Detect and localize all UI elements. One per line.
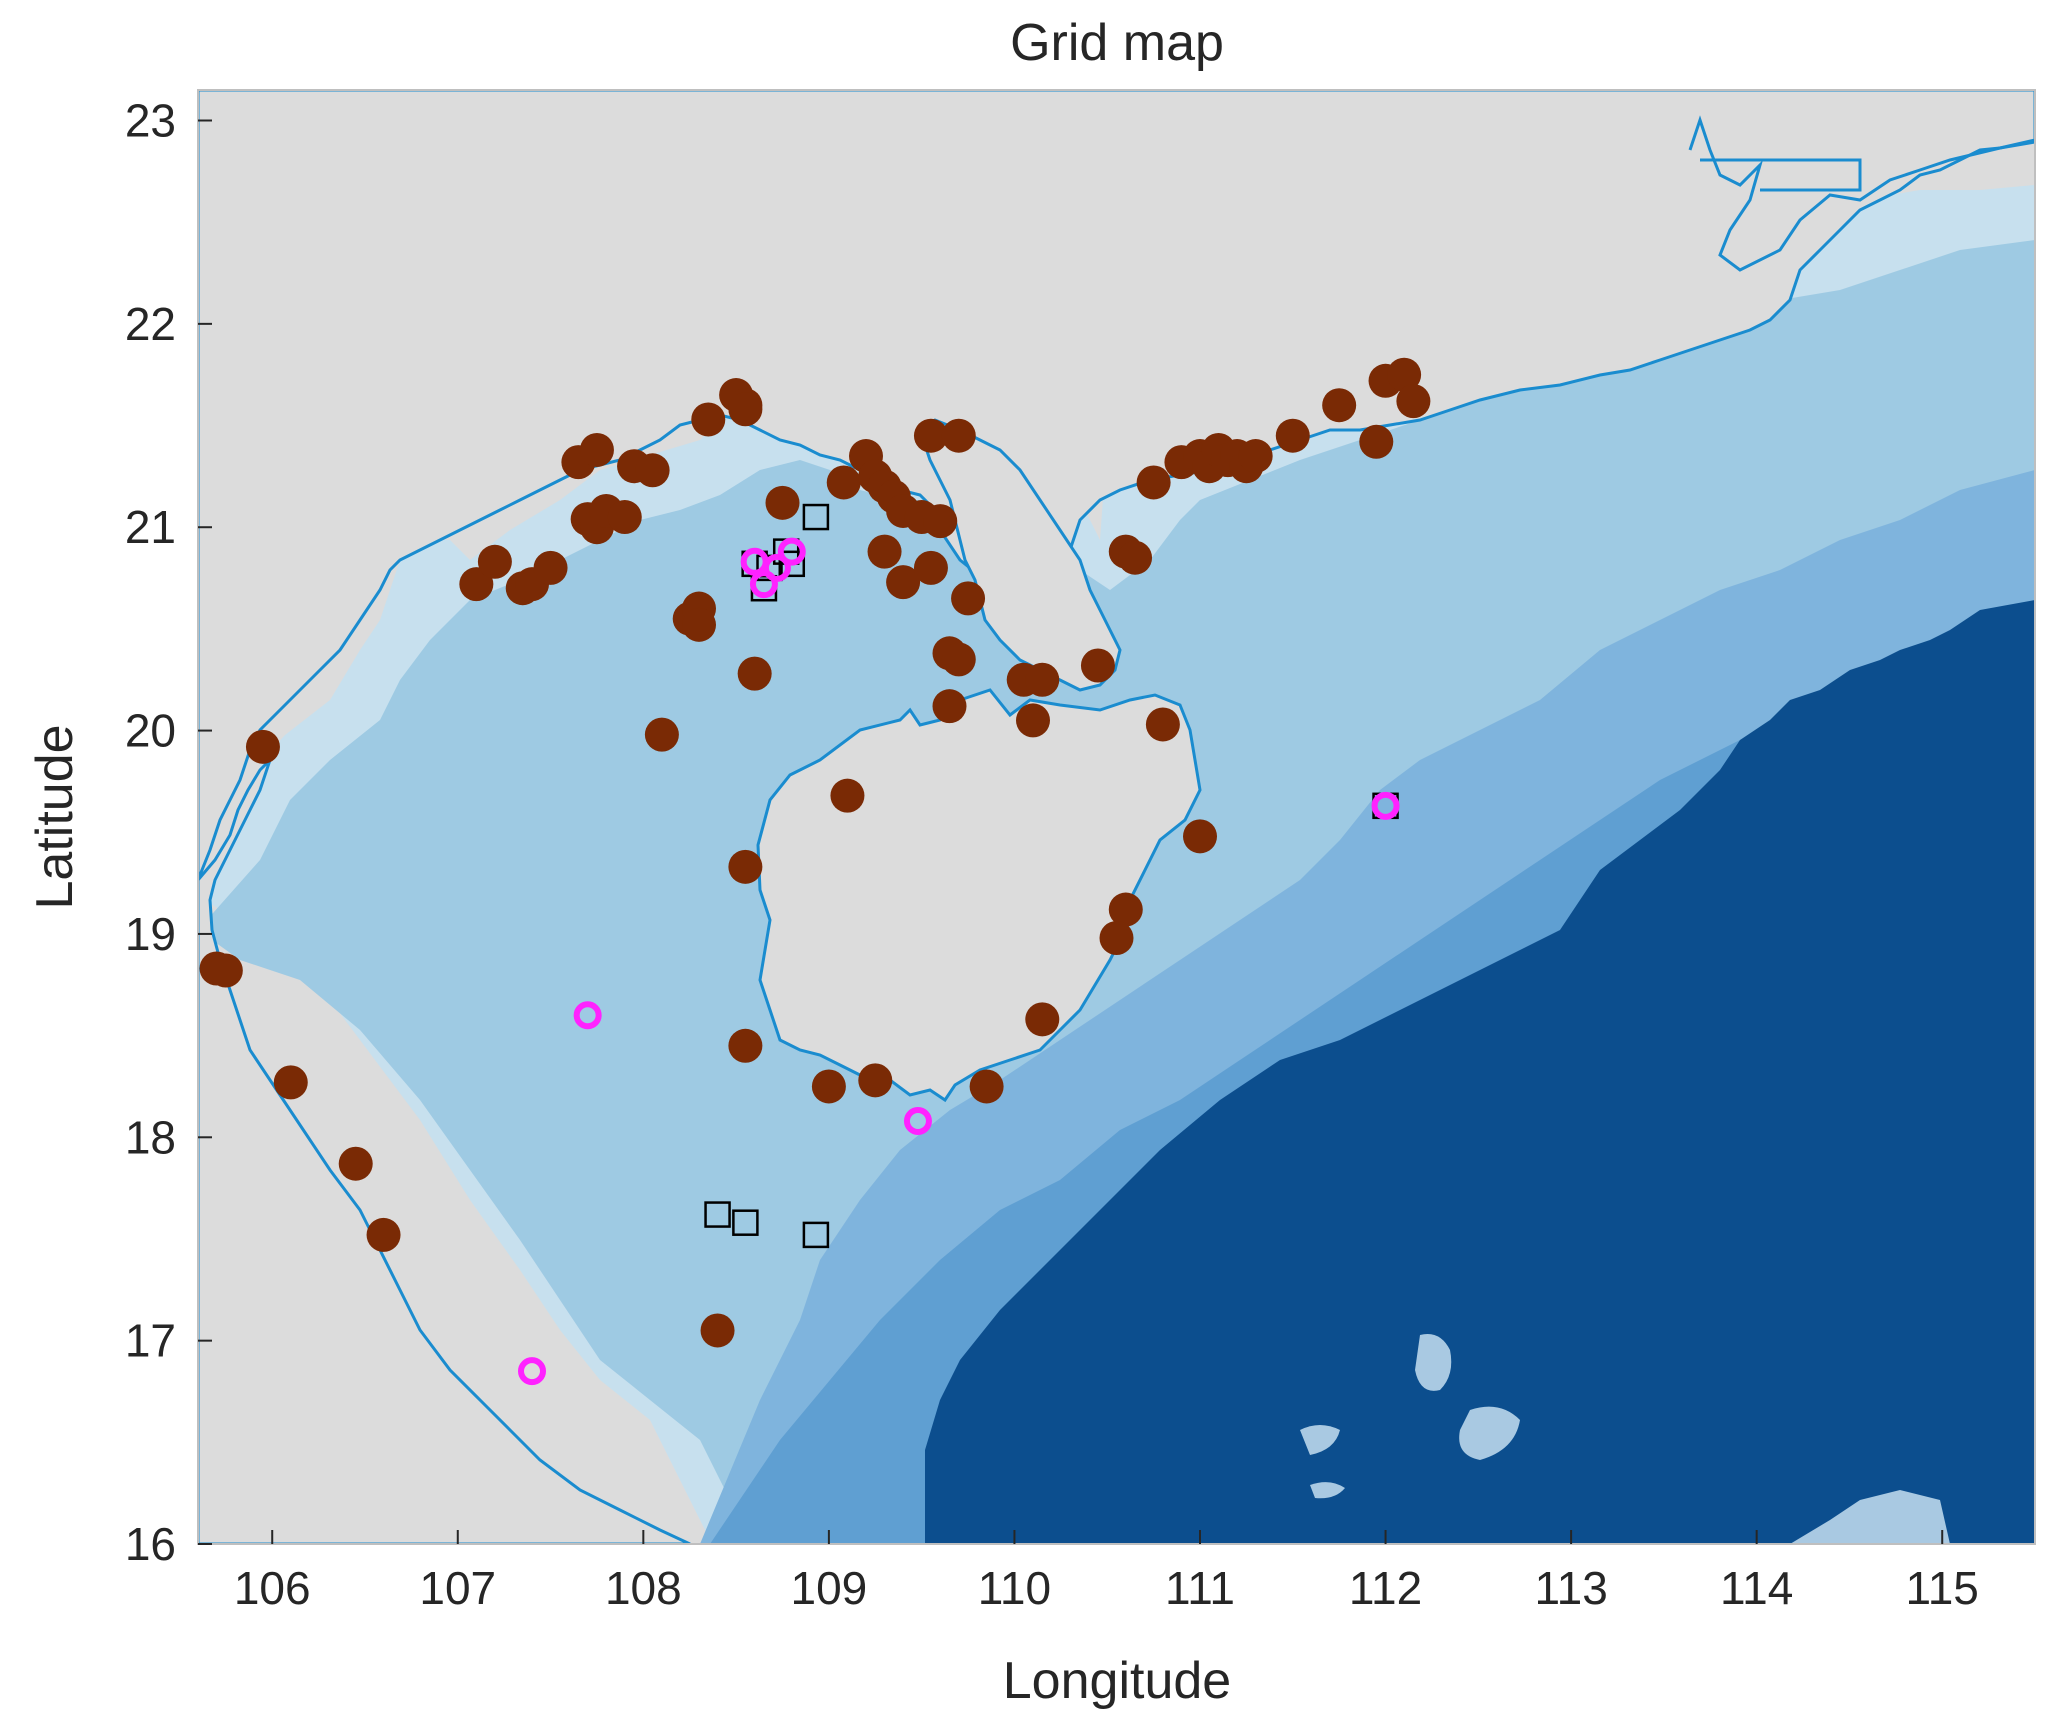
magenta-highlight-marker [762, 553, 791, 582]
observation-dot [923, 504, 958, 539]
observation-dot [273, 1065, 308, 1100]
y-tick-label: 23 [125, 95, 176, 147]
observation-dot [691, 402, 726, 437]
reef-patch [1415, 1334, 1452, 1391]
reef-patch [1790, 1490, 1950, 1544]
y-tick-label: 16 [125, 1518, 176, 1570]
grid-square-marker [704, 1201, 731, 1228]
magenta-highlight-marker [749, 570, 778, 599]
x-tick-label: 114 [1720, 1562, 1793, 1614]
y-axis-ticks: 16 17 18 19 20 21 22 23 [125, 95, 212, 1570]
grid-square-marker [802, 503, 830, 531]
observation-dot [932, 689, 967, 724]
y-tick-label: 21 [125, 501, 176, 553]
map-markers [199, 357, 1431, 1386]
y-tick-label: 17 [125, 1315, 176, 1367]
x-tick-label: 115 [1906, 1562, 1979, 1614]
x-axis-label: Longitude [1003, 1652, 1231, 1710]
observation-dot [765, 485, 800, 520]
observation-dot [1387, 357, 1422, 392]
observation-dot [728, 392, 763, 427]
observation-dot [858, 1063, 893, 1098]
magenta-highlight-marker [903, 1107, 932, 1136]
y-tick-label: 20 [125, 705, 176, 757]
magenta-highlight-marker [1371, 791, 1400, 820]
plot-area [198, 90, 2035, 1544]
x-tick-label: 110 [978, 1562, 1051, 1614]
observation-dot [1183, 819, 1217, 854]
observation-dot [1118, 540, 1153, 575]
x-tick-label: 108 [605, 1562, 682, 1614]
pearl-river-outline [1688, 115, 2035, 272]
observation-dot [1275, 418, 1310, 453]
pearl-river-box [1700, 158, 1862, 192]
observation-dot [459, 567, 494, 602]
observation-dot [951, 581, 986, 616]
observation-dot [826, 465, 861, 500]
x-tick-label: 107 [419, 1562, 496, 1614]
observation-dot [728, 849, 763, 884]
x-axis-ticks: 106 107 108 109 110 111 112 113 114 115 [234, 1530, 1979, 1614]
observation-dot [1099, 920, 1134, 955]
observation-dot [366, 1217, 401, 1252]
x-tick-label: 106 [234, 1562, 311, 1614]
y-tick-label: 22 [125, 298, 176, 350]
observation-dot [1025, 1002, 1060, 1037]
observation-dot [700, 1313, 735, 1348]
observation-dot [1016, 703, 1050, 738]
observation-dot [941, 418, 976, 453]
observation-dot [941, 642, 976, 677]
observation-dot [607, 500, 642, 535]
y-tick-label: 18 [125, 1111, 176, 1163]
grid-square-marker [778, 550, 806, 578]
magenta-highlight-marker [777, 537, 806, 566]
reef-patch [1459, 1406, 1520, 1460]
observation-dot [208, 953, 243, 988]
observation-dot [579, 432, 614, 467]
grid-square-marker [756, 554, 783, 582]
observation-dot [338, 1146, 373, 1181]
x-tick-label: 112 [1349, 1562, 1422, 1614]
observation-dot [1359, 424, 1394, 459]
grid-square-marker [732, 1209, 759, 1236]
y-tick-label: 19 [125, 908, 176, 960]
deep-water [925, 600, 2035, 1544]
observation-dot [245, 729, 280, 764]
observation-dot [1025, 662, 1060, 697]
y-axis-label: Latitude [26, 724, 84, 909]
observation-dot [644, 717, 679, 752]
x-tick-label: 111 [1165, 1562, 1235, 1614]
magenta-highlight-marker [518, 1357, 546, 1386]
observation-dot [1396, 384, 1431, 419]
observation-dot [886, 565, 921, 600]
observation-dot [635, 453, 670, 488]
observation-dot [477, 544, 512, 579]
observation-dot [913, 550, 948, 585]
leizhou-peninsula [918, 418, 1122, 692]
observation-dot [867, 534, 902, 569]
observation-dot [969, 1069, 1004, 1104]
observation-dot [1108, 892, 1143, 927]
reef-patch [1310, 1482, 1345, 1499]
observation-dot [737, 656, 772, 691]
x-tick-label: 109 [791, 1562, 868, 1614]
chart-title: Grid map [1010, 14, 1224, 72]
grid-square-marker [802, 1221, 830, 1249]
observation-dot [533, 550, 568, 585]
observation-dot [811, 1069, 846, 1104]
observation-dot [1238, 439, 1273, 474]
observation-dot [682, 607, 716, 642]
observation-dot [830, 778, 865, 813]
observation-dot [913, 418, 948, 453]
magenta-highlight-marker [573, 1001, 602, 1030]
x-tick-label: 113 [1534, 1562, 1607, 1614]
observation-dot [1136, 465, 1171, 500]
observation-dot [728, 1028, 763, 1063]
observation-dot [1080, 648, 1115, 683]
observation-dot [1322, 388, 1357, 423]
plot-frame [197, 89, 2036, 1545]
reef-patch [1300, 1425, 1340, 1455]
observation-dot [1145, 707, 1180, 742]
